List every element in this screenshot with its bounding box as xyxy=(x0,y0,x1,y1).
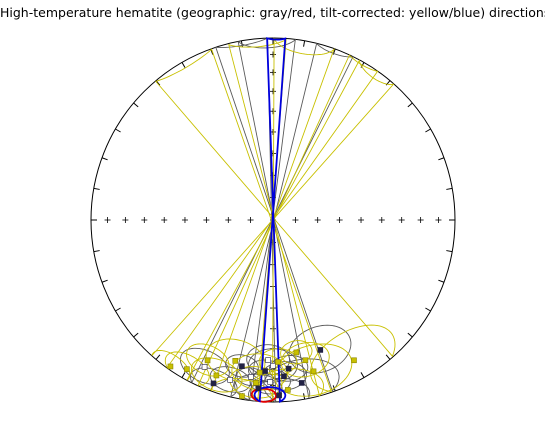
axis-cross xyxy=(161,217,168,223)
direction-marker xyxy=(239,393,245,399)
axis-cross xyxy=(270,69,276,76)
confidence-ellipse xyxy=(246,344,290,376)
rim-tick xyxy=(93,187,100,190)
axis-cross xyxy=(417,217,424,223)
direction-marker xyxy=(262,368,268,374)
axis-cross xyxy=(203,217,210,223)
confidence-ellipse xyxy=(179,347,230,385)
direction-marker xyxy=(265,357,271,363)
confidence-ellipse xyxy=(258,348,298,376)
primitive-circle xyxy=(90,37,456,403)
confidence-ellipse xyxy=(234,373,283,402)
direction-marker xyxy=(275,359,281,365)
confidence-ellipse xyxy=(280,342,330,378)
axis-cross xyxy=(225,217,232,223)
rim-tick xyxy=(181,62,186,68)
direction-marker xyxy=(204,357,211,364)
rim-tick xyxy=(133,102,139,108)
direction-marker xyxy=(285,387,291,393)
direction-marker xyxy=(232,358,239,364)
direction-marker xyxy=(351,357,357,364)
confidence-ellipse xyxy=(205,338,266,382)
confidence-ellipse xyxy=(228,38,324,403)
direction-points xyxy=(167,347,357,399)
rim-tick xyxy=(155,354,161,360)
rim-tick xyxy=(385,354,391,360)
direction-marker xyxy=(255,385,262,392)
rim-tick xyxy=(115,307,121,312)
direction-marker xyxy=(270,362,276,369)
confidence-ellipse xyxy=(164,54,379,386)
direction-marker xyxy=(248,374,254,380)
rim-tick xyxy=(438,157,445,161)
axis-cross xyxy=(435,217,442,223)
direction-marker xyxy=(310,368,317,375)
axis-cross xyxy=(378,217,385,223)
direction-marker xyxy=(302,357,309,364)
rim-tick xyxy=(407,102,413,108)
rim-tick xyxy=(425,307,431,312)
axis-cross xyxy=(314,217,321,223)
rim-tick xyxy=(446,250,453,253)
direction-marker xyxy=(213,372,220,379)
axis-cross xyxy=(398,217,405,223)
mean-ellipse xyxy=(253,37,287,404)
direction-marker xyxy=(210,380,217,387)
direction-marker xyxy=(239,363,245,369)
rim-tick xyxy=(360,372,365,378)
rim-tick xyxy=(115,128,121,133)
direction-marker xyxy=(298,380,305,386)
axis-cross xyxy=(247,217,254,223)
direction-marker xyxy=(201,364,208,370)
axis-cross xyxy=(358,217,365,223)
axis-cross xyxy=(336,217,343,223)
direction-marker xyxy=(285,365,292,372)
direction-marker xyxy=(317,347,324,353)
axis-cross xyxy=(292,217,299,223)
rim-tick xyxy=(303,40,306,47)
rim-tick xyxy=(101,279,108,283)
axis-cross xyxy=(141,217,148,223)
rim-tick xyxy=(181,372,186,378)
direction-marker xyxy=(281,373,287,380)
direction-marker xyxy=(256,369,263,376)
rim-tick xyxy=(407,332,413,338)
axis-cross xyxy=(270,88,276,95)
direction-marker xyxy=(167,363,174,370)
confidence-ellipse xyxy=(273,343,353,397)
direction-marker xyxy=(293,349,300,356)
axis-cross xyxy=(270,51,276,58)
confidence-ellipse xyxy=(209,366,251,393)
rim-tick xyxy=(101,157,108,161)
direction-marker xyxy=(276,392,282,399)
chart-title: High-temperature hematite (geographic: g… xyxy=(0,5,545,20)
rim-tick xyxy=(133,332,139,338)
confidence-ellipse xyxy=(186,343,230,377)
confidence-ellipse xyxy=(155,48,396,393)
direction-marker xyxy=(184,366,190,372)
confidence-ellipse xyxy=(225,354,259,378)
rim-tick xyxy=(446,187,453,190)
axis-cross xyxy=(122,217,129,223)
direction-marker xyxy=(253,380,259,386)
confidence-ellipse xyxy=(236,367,266,387)
direction-marker xyxy=(227,377,233,383)
axis-cross xyxy=(270,108,276,115)
confidence-ellipse xyxy=(215,37,340,402)
rim-tick xyxy=(438,279,445,283)
rim-tick xyxy=(93,250,100,253)
direction-marker xyxy=(267,379,273,385)
axis-cross xyxy=(104,217,111,223)
confidence-ellipse xyxy=(151,59,395,381)
confidence-ellipse xyxy=(248,348,298,383)
rim-tick xyxy=(425,128,431,133)
axis-cross xyxy=(181,217,188,223)
confidence-ellipse xyxy=(280,340,313,365)
